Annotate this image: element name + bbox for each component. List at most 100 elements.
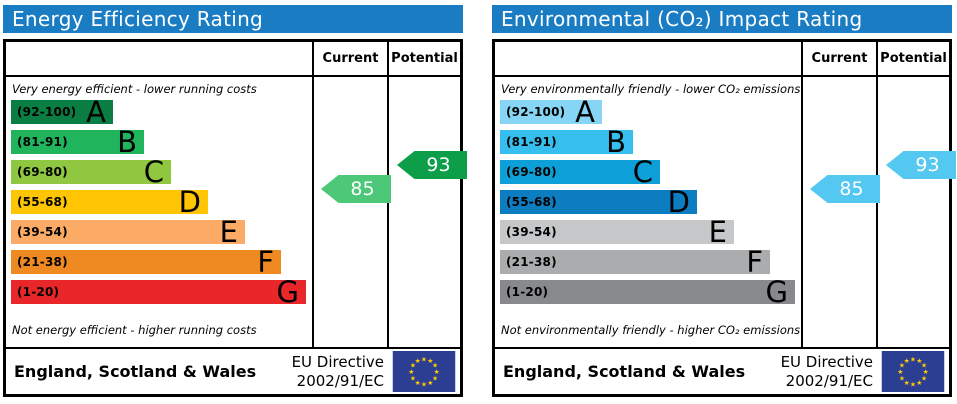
band-letter: D	[667, 185, 690, 219]
band-range: (21-38)	[506, 255, 557, 269]
rating-bands: (92-100) A (81-91) B (69-80) C (55-68) D…	[11, 95, 311, 310]
band-c: (69-80) C	[500, 155, 660, 189]
rating-bands: (92-100) A (81-91) B (69-80) C (55-68) D…	[500, 95, 800, 310]
svg-text:★: ★	[923, 368, 929, 376]
current-column-divider	[312, 42, 314, 347]
caption-top: Very environmentally friendly - lower CO…	[501, 82, 801, 96]
svg-text:★: ★	[427, 379, 433, 387]
svg-text:★: ★	[904, 357, 910, 365]
column-header-current: Current	[811, 51, 868, 66]
rating-table: Current Potential Very environmentally f…	[492, 39, 956, 397]
band-b: (81-91) B	[500, 125, 633, 159]
svg-text:★: ★	[904, 379, 910, 387]
svg-text:★: ★	[421, 355, 427, 363]
svg-text:★: ★	[910, 381, 916, 389]
column-header-potential: Potential	[391, 51, 458, 66]
band-range: (55-68)	[506, 195, 557, 209]
region-label: England, Scotland & Wales	[14, 362, 257, 381]
svg-text:★: ★	[421, 381, 427, 389]
svg-text:★: ★	[432, 374, 438, 382]
band-letter: A	[86, 95, 106, 129]
svg-text:★: ★	[427, 357, 433, 365]
region-label: England, Scotland & Wales	[503, 362, 746, 381]
band-range: (39-54)	[506, 225, 557, 239]
eu-directive-label: EU Directive 2002/91/EC	[781, 353, 873, 391]
svg-text:★: ★	[910, 355, 916, 363]
band-e: (39-54) E	[500, 215, 734, 249]
caption-bottom: Not energy efficient - higher running co…	[12, 323, 257, 337]
caption-bottom: Not environmentally friendly - higher CO…	[501, 323, 801, 337]
panel-title: Environmental (CO₂) Impact Rating	[492, 5, 952, 33]
eu-flag-icon: ★ ★★ ★★★ ★★★ ★★★	[392, 351, 456, 392]
eu-directive-line1: EU Directive	[780, 352, 873, 371]
band-g: (1-20) G	[500, 275, 795, 309]
band-g: (1-20) G	[11, 275, 306, 309]
band-range: (39-54)	[17, 225, 68, 239]
band-e: (39-54) E	[11, 215, 245, 249]
band-range: (55-68)	[17, 195, 68, 209]
band-letter: E	[708, 215, 727, 249]
potential-rating-arrow: 93	[397, 151, 467, 179]
svg-text:★: ★	[899, 374, 905, 382]
current-rating-arrow: 85	[321, 175, 391, 203]
environmental-impact-panel: Environmental (CO₂) Impact Rating Curren…	[489, 0, 957, 404]
band-letter: B	[117, 125, 137, 159]
band-f: (21-38) F	[500, 245, 770, 279]
svg-text:★: ★	[916, 379, 922, 387]
eu-directive-line2: 2002/91/EC	[296, 371, 384, 390]
band-c: (69-80) C	[11, 155, 171, 189]
header-divider-line	[495, 75, 949, 77]
band-letter: E	[219, 215, 238, 249]
panel-footer: England, Scotland & Wales EU Directive 2…	[6, 347, 460, 394]
column-header-potential: Potential	[880, 51, 947, 66]
band-letter: C	[143, 155, 164, 189]
svg-text:★: ★	[899, 362, 905, 370]
band-a: (92-100) A	[11, 95, 113, 129]
eu-directive-line2: 2002/91/EC	[785, 371, 873, 390]
band-range: (21-38)	[17, 255, 68, 269]
band-range: (81-91)	[17, 135, 68, 149]
svg-text:★: ★	[921, 362, 927, 370]
svg-text:★: ★	[415, 357, 421, 365]
band-letter: C	[632, 155, 653, 189]
svg-text:★: ★	[410, 362, 416, 370]
eu-directive-line1: EU Directive	[291, 352, 384, 371]
header-divider-line	[6, 75, 460, 77]
potential-rating-arrow: 93	[886, 151, 956, 179]
band-range: (81-91)	[506, 135, 557, 149]
band-range: (92-100)	[17, 105, 77, 119]
band-letter: D	[178, 185, 201, 219]
band-range: (92-100)	[506, 105, 566, 119]
band-d: (55-68) D	[11, 185, 208, 219]
band-letter: G	[276, 275, 299, 309]
band-letter: F	[746, 245, 763, 279]
band-letter: A	[575, 95, 595, 129]
svg-text:★: ★	[916, 357, 922, 365]
band-range: (1-20)	[17, 285, 60, 299]
column-header-current: Current	[322, 51, 379, 66]
eu-flag-icon: ★ ★★ ★★★ ★★★ ★★★	[881, 351, 945, 392]
band-d: (55-68) D	[500, 185, 697, 219]
band-letter: F	[257, 245, 274, 279]
band-f: (21-38) F	[11, 245, 281, 279]
band-range: (1-20)	[506, 285, 549, 299]
energy-efficiency-panel: Energy Efficiency Rating Current Potenti…	[0, 0, 468, 404]
caption-top: Very energy efficient - lower running co…	[12, 82, 257, 96]
current-rating-arrow: 85	[810, 175, 880, 203]
band-a: (92-100) A	[500, 95, 602, 129]
band-letter: B	[606, 125, 626, 159]
panel-footer: England, Scotland & Wales EU Directive 2…	[495, 347, 949, 394]
svg-text:★: ★	[897, 368, 903, 376]
eu-directive-label: EU Directive 2002/91/EC	[292, 353, 384, 391]
current-column-divider	[801, 42, 803, 347]
svg-text:★: ★	[432, 362, 438, 370]
band-letter: G	[765, 275, 788, 309]
svg-text:★: ★	[921, 374, 927, 382]
band-range: (69-80)	[17, 165, 68, 179]
band-range: (69-80)	[506, 165, 557, 179]
svg-text:★: ★	[434, 368, 440, 376]
band-b: (81-91) B	[11, 125, 144, 159]
svg-text:★: ★	[410, 374, 416, 382]
svg-text:★: ★	[415, 379, 421, 387]
rating-table: Current Potential Very energy efficient …	[3, 39, 467, 397]
